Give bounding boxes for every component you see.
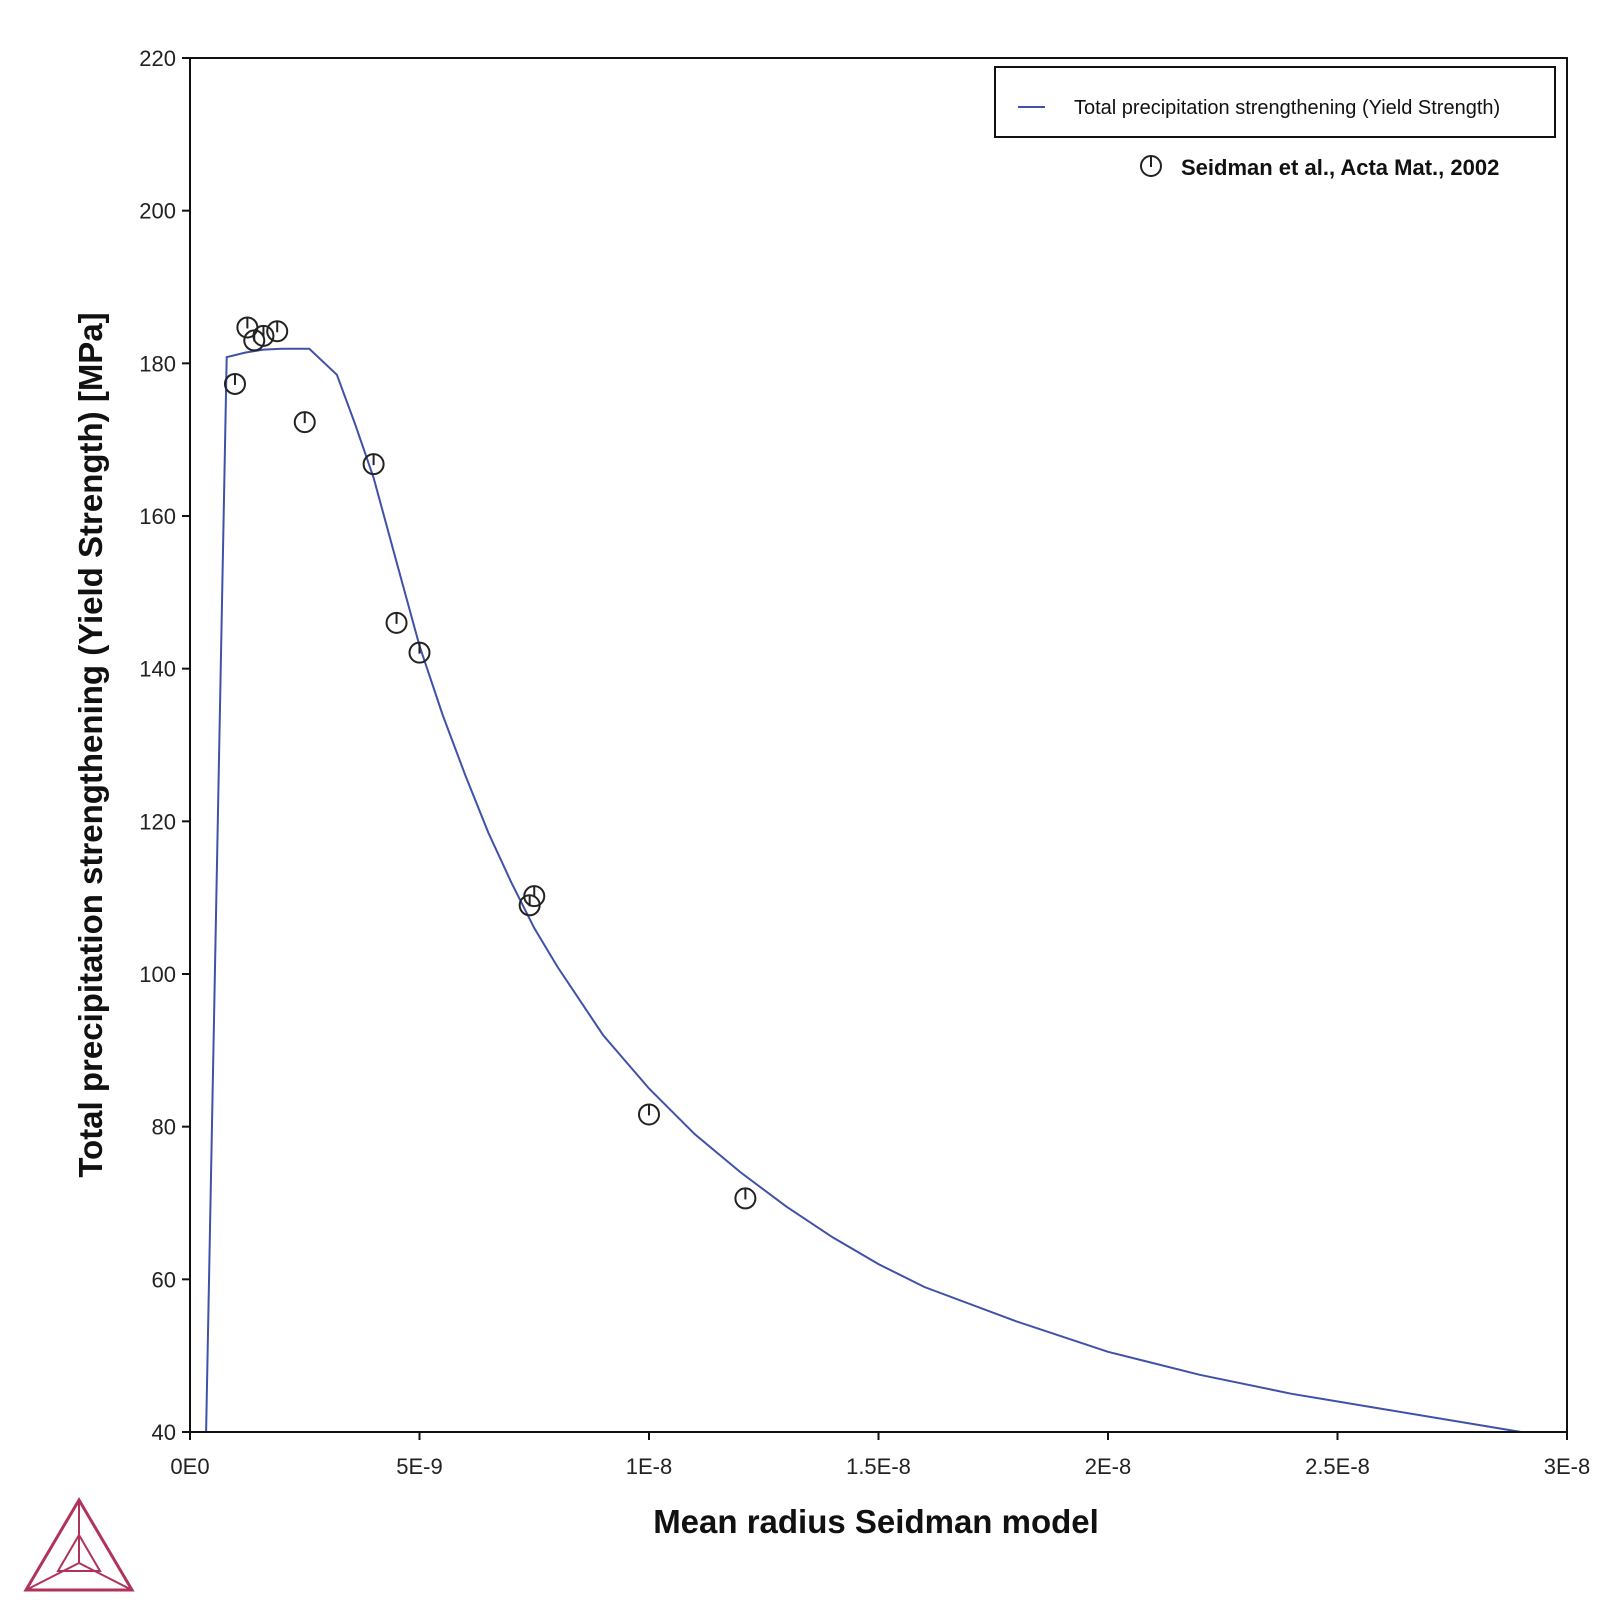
legend-entry-markers: Seidman et al., Acta Mat., 2002 <box>1181 155 1499 180</box>
legend-entry-line: Total precipitation strengthening (Yield… <box>1074 97 1500 119</box>
legend-box <box>994 66 1556 138</box>
y-tick-label: 180 <box>139 351 176 376</box>
data-point-marker <box>638 1103 660 1126</box>
x-tick-label: 2E-8 <box>1085 1454 1131 1479</box>
x-tick-label: 3E-8 <box>1544 1454 1590 1479</box>
data-point-marker <box>293 411 316 434</box>
y-tick-label: 80 <box>152 1115 176 1140</box>
data-point-marker <box>362 453 385 476</box>
data-point-marker <box>223 372 246 395</box>
legend-marker-swatch <box>1140 155 1162 177</box>
y-tick-label: 160 <box>139 504 176 529</box>
data-point-marker <box>385 611 408 634</box>
x-tick-label: 0E0 <box>170 1454 209 1479</box>
data-point-marker <box>734 1187 757 1210</box>
thermo-calc-triangle-logo-icon <box>23 1497 135 1592</box>
x-axis-ticks: 0E0 5E-9 1E-8 1.5E-8 2E-8 2.5E-8 3E-8 <box>170 1432 1590 1479</box>
data-point-marker <box>252 324 275 347</box>
y-tick-label: 140 <box>139 657 176 682</box>
x-tick-label: 1.5E-8 <box>846 1454 911 1479</box>
y-tick-label: 200 <box>139 199 176 224</box>
legend: Total precipitation strengthening (Yield… <box>994 66 1556 180</box>
data-point-marker <box>408 641 431 664</box>
series-layer <box>205 316 1522 1433</box>
x-axis-title: Mean radius Seidman model <box>653 1503 1099 1540</box>
y-axis-title: Total precipitation strengthening (Yield… <box>72 312 109 1177</box>
x-tick-label: 1E-8 <box>626 1454 672 1479</box>
data-point-marker <box>523 885 546 908</box>
x-tick-label: 2.5E-8 <box>1305 1454 1370 1479</box>
x-tick-label: 5E-9 <box>396 1454 442 1479</box>
data-point-marker <box>266 320 289 343</box>
data-point-marker <box>1140 155 1162 177</box>
y-tick-label: 40 <box>152 1420 176 1445</box>
y-axis-ticks: 40 60 80 100 120 140 160 180 200 220 <box>139 46 190 1445</box>
y-tick-label: 220 <box>139 46 176 71</box>
y-tick-label: 100 <box>139 962 176 987</box>
y-tick-label: 60 <box>152 1267 176 1292</box>
series-line-total-precipitation-strengthening <box>205 347 1522 1433</box>
y-tick-label: 120 <box>139 809 176 834</box>
plot-frame <box>189 57 1568 1433</box>
